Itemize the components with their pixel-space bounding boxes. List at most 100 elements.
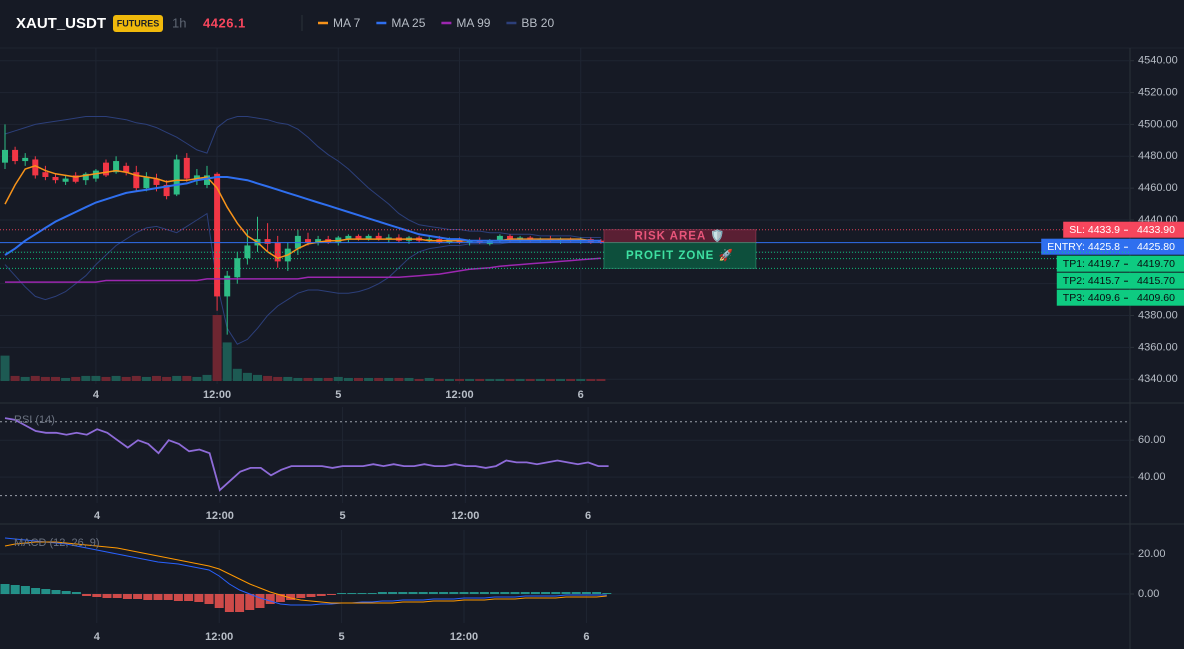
volume-bar — [545, 378, 555, 381]
volume-bar — [505, 378, 515, 381]
histogram-bar — [581, 592, 591, 594]
level-tag-label: ENTRY: 4425.8 — [1047, 241, 1120, 253]
candle-body — [42, 172, 49, 177]
y-tick-label: 4500.00 — [1138, 118, 1178, 130]
volume-bar — [81, 375, 91, 381]
histogram-bar — [306, 594, 316, 597]
histogram-bar — [31, 588, 41, 594]
histogram-bar — [71, 592, 81, 594]
volume-bar — [364, 377, 374, 381]
histogram-bar — [347, 593, 357, 594]
candle-body — [345, 235, 352, 240]
x-tick-label: 5 — [340, 510, 346, 522]
candle-body — [183, 157, 190, 179]
histogram-bar — [388, 592, 398, 594]
x-tick-label: 4 — [93, 389, 100, 401]
y-tick-label: 60.00 — [1138, 434, 1166, 446]
histogram-bar — [245, 594, 255, 610]
volume-bar — [152, 375, 161, 381]
last-price: 4426.1 — [203, 15, 246, 30]
histogram-bar — [173, 594, 183, 601]
histogram-bar — [479, 592, 489, 594]
candle-body — [274, 242, 281, 262]
level-price-label: 4433.90 — [1137, 224, 1175, 236]
histogram-bar — [92, 594, 102, 597]
badge-bg — [113, 15, 163, 32]
histogram-bar — [316, 594, 326, 596]
histogram-bar — [224, 594, 234, 612]
volume-bar — [303, 377, 313, 381]
macd-line — [4, 537, 607, 606]
volume-bar — [333, 376, 343, 381]
volume-bar — [495, 378, 505, 381]
histogram-bar — [500, 592, 510, 594]
level-price-label: 4409.60 — [1137, 292, 1175, 304]
histogram-bar — [184, 594, 194, 601]
x-tick-label: 12:00 — [203, 389, 231, 401]
volume-bar — [61, 377, 71, 381]
histogram-bar — [510, 592, 520, 594]
volume-bar — [596, 378, 606, 381]
histogram-bar — [265, 594, 275, 604]
histogram-bar — [204, 594, 214, 604]
level-tag-label: TP3: 4409.6 — [1063, 292, 1120, 304]
volume-bar — [232, 368, 242, 381]
volume-bar — [20, 376, 30, 381]
histogram-bar — [398, 592, 408, 594]
volume-bar — [101, 376, 111, 381]
level-price-label: 4415.70 — [1137, 275, 1175, 287]
candle-body — [22, 157, 29, 162]
candle-body — [123, 165, 130, 173]
y-tick-label: 4540.00 — [1138, 55, 1178, 67]
candle-body — [224, 275, 231, 297]
volume-bar — [253, 374, 262, 381]
histogram-bar — [602, 593, 612, 594]
level-tag-label: TP2: 4415.7 — [1063, 275, 1120, 287]
volume-bar — [323, 377, 333, 381]
histogram-bar — [10, 585, 20, 594]
histogram-bar — [428, 592, 438, 594]
candle-body — [193, 175, 200, 181]
bb-upper — [4, 116, 601, 238]
volume-bar — [384, 377, 394, 381]
level-price-label: 4419.70 — [1137, 258, 1175, 270]
candle-body — [234, 258, 241, 278]
candle-body — [385, 237, 392, 240]
volume-bar — [40, 376, 50, 381]
volume-bar — [414, 378, 424, 381]
y-tick-label: 20.00 — [1138, 548, 1166, 560]
volume-bar — [111, 375, 121, 381]
volume-bar — [263, 375, 273, 381]
volume-bar — [535, 378, 545, 381]
candle-body — [335, 237, 342, 243]
histogram-bar — [571, 592, 581, 594]
x-tick-label: 4 — [94, 510, 101, 522]
histogram-bar — [592, 592, 602, 594]
interval[interactable]: 1h — [172, 15, 186, 30]
volume-bar — [566, 378, 576, 381]
candle-body — [305, 239, 311, 243]
volume-bar — [354, 377, 363, 381]
panel-title: RSI (14) — [14, 414, 55, 426]
volume-bar — [293, 377, 303, 381]
level-tag-label: SL: 4433.9 — [1069, 224, 1120, 236]
level-tag — [1041, 238, 1184, 255]
histogram-bar — [194, 594, 204, 602]
histogram-bar — [469, 592, 479, 594]
candle-body — [355, 235, 362, 240]
volume-bar — [192, 376, 202, 381]
volume-bar — [131, 375, 141, 381]
ma-line — [5, 257, 601, 283]
zone — [603, 242, 757, 269]
candle-body — [82, 173, 89, 181]
volume-bar — [515, 378, 525, 381]
volume-bar — [121, 376, 131, 381]
level-tag — [1056, 272, 1184, 289]
macd-line — [4, 541, 607, 604]
volume-bar — [485, 378, 495, 381]
badge: FUTURES — [117, 18, 160, 28]
volume-bar — [202, 374, 212, 381]
x-tick-label: 5 — [339, 631, 345, 643]
